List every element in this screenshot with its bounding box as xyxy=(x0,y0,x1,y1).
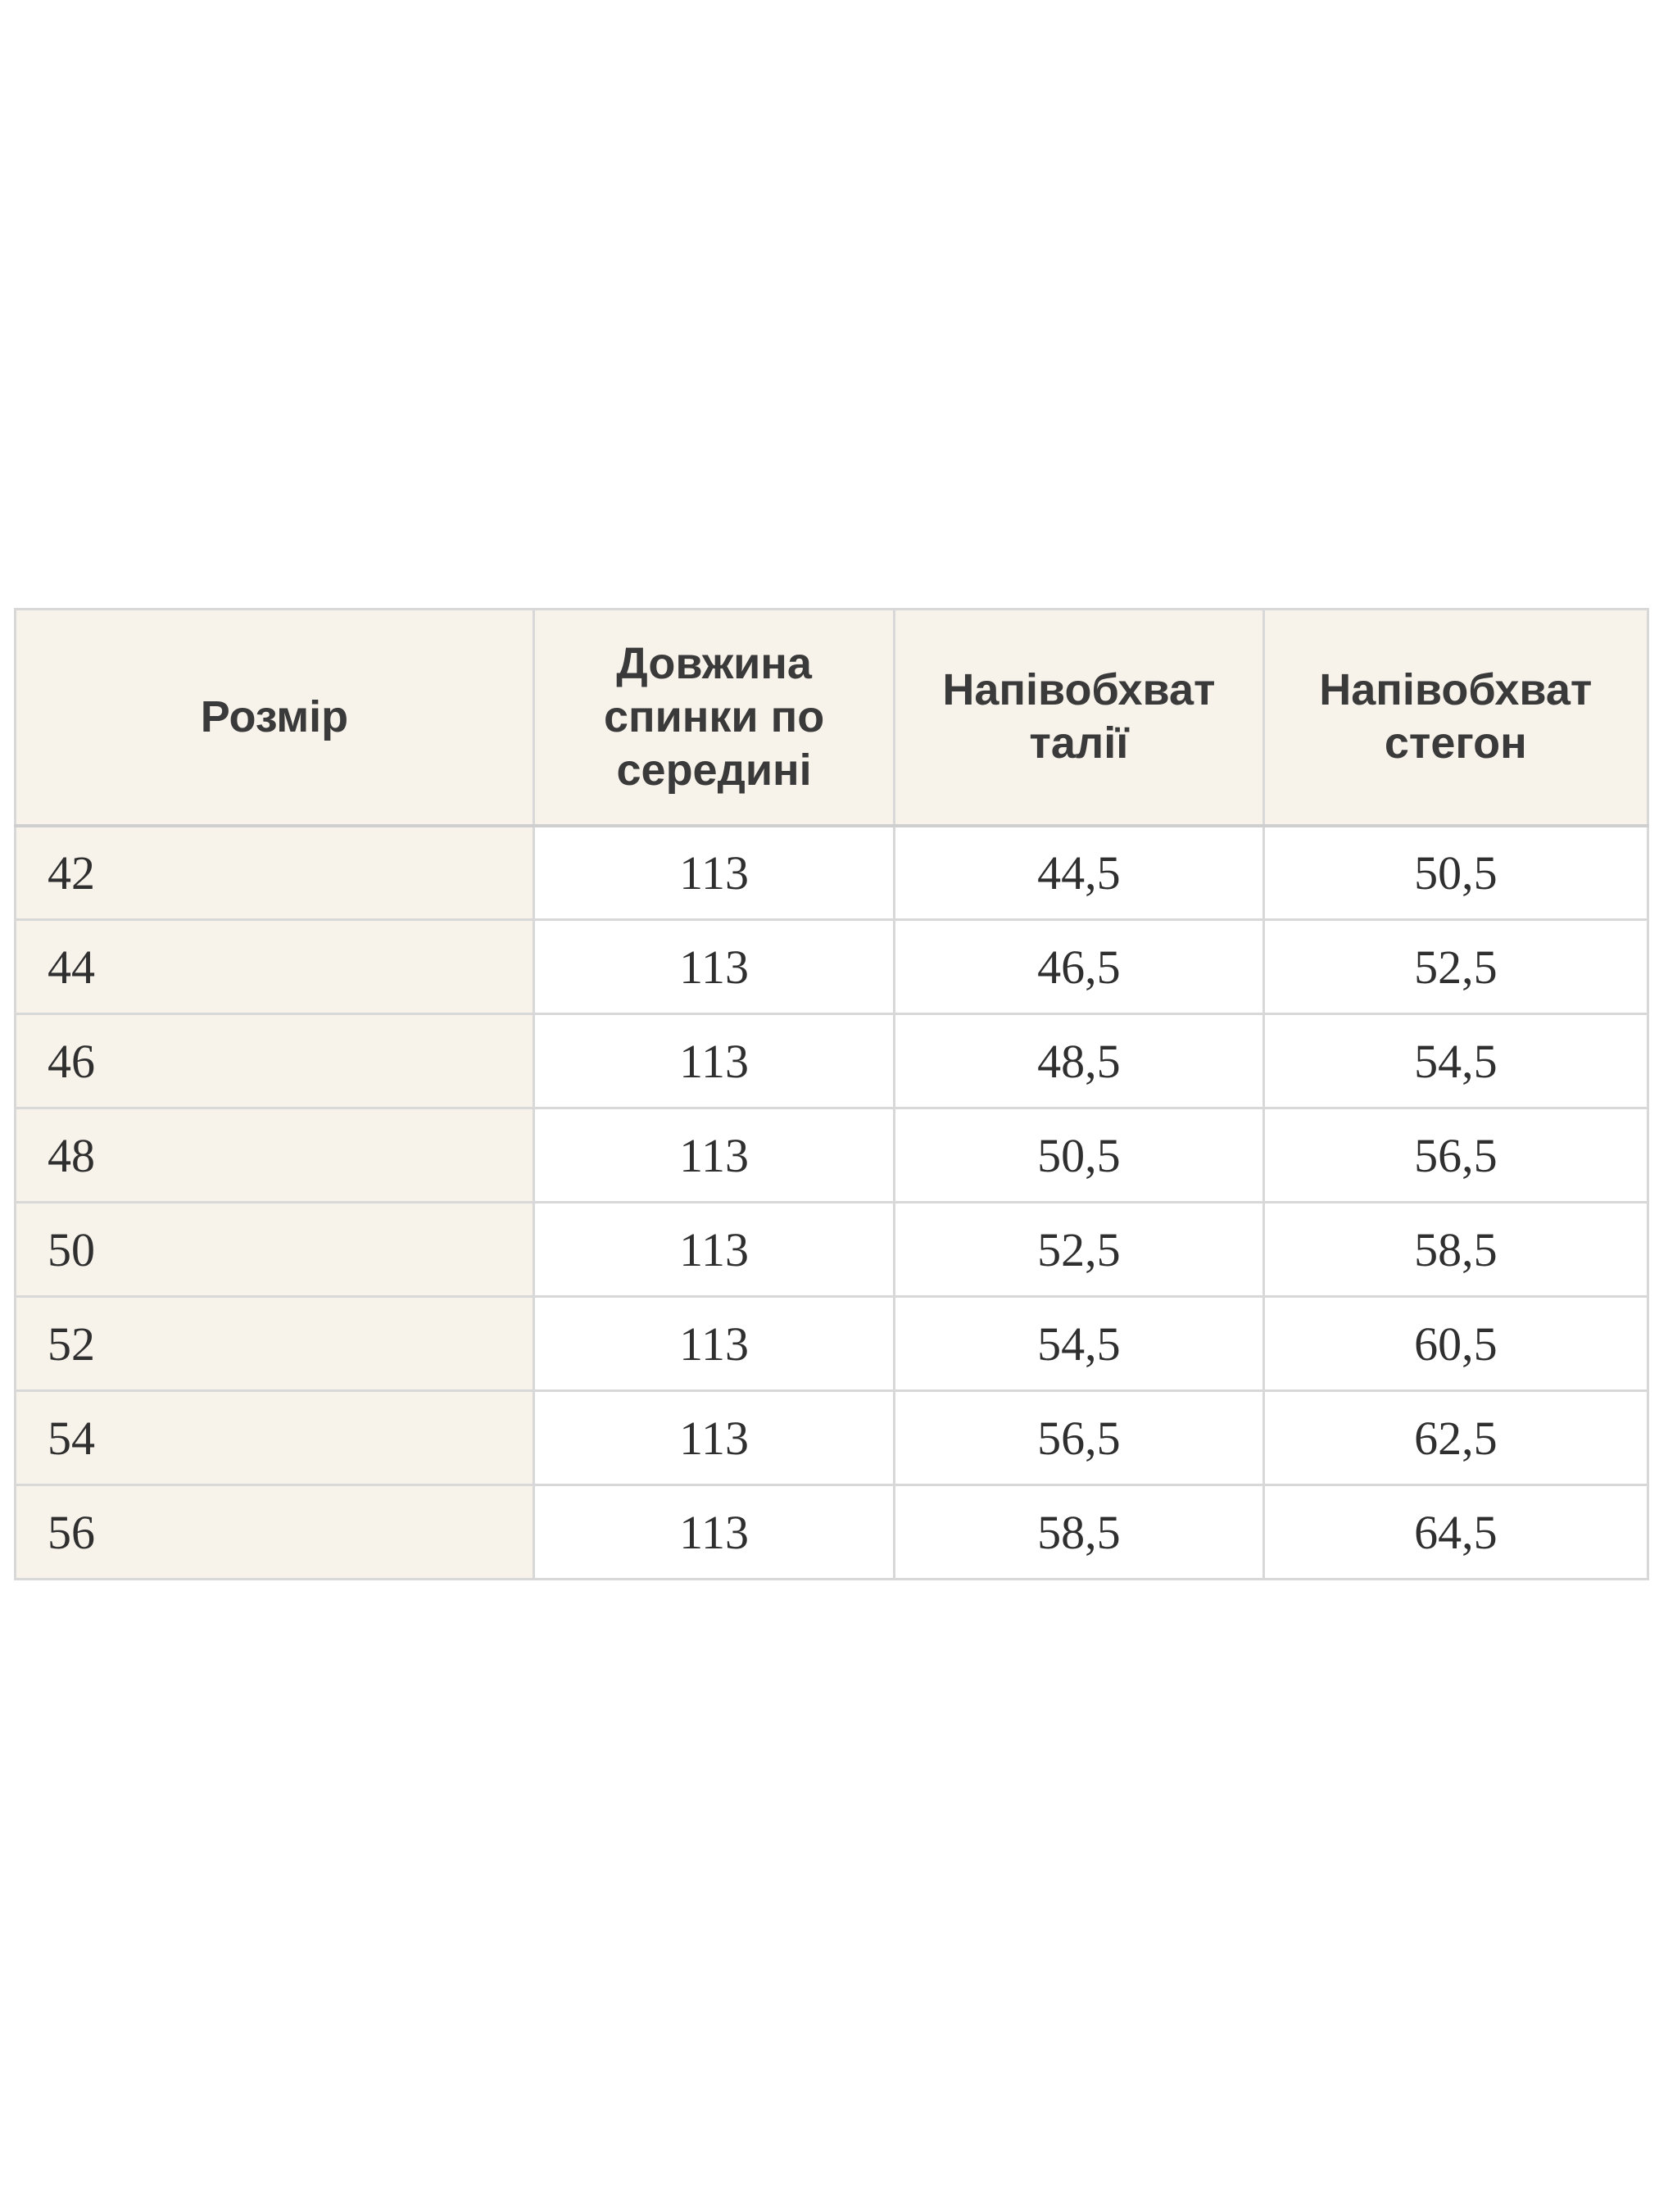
header-cell-half-hips: Напівобхват стегон xyxy=(1262,608,1650,827)
cell-size: 50 xyxy=(14,1201,535,1298)
cell-half-hips: 62,5 xyxy=(1262,1389,1650,1486)
header-cell-half-waist: Напівобхват талії xyxy=(893,608,1265,827)
cell-size: 44 xyxy=(14,918,535,1015)
cell-back-length: 113 xyxy=(532,1484,896,1580)
header-cell-back-length: Довжина спинки по середині xyxy=(532,608,896,827)
cell-size: 52 xyxy=(14,1295,535,1392)
table-row: 42 113 44,5 50,5 xyxy=(14,824,1650,921)
cell-half-waist: 48,5 xyxy=(893,1013,1265,1109)
cell-back-length: 113 xyxy=(532,1389,896,1486)
cell-size: 48 xyxy=(14,1107,535,1203)
cell-size: 42 xyxy=(14,824,535,921)
cell-half-hips: 64,5 xyxy=(1262,1484,1650,1580)
cell-half-waist: 52,5 xyxy=(893,1201,1265,1298)
cell-size: 54 xyxy=(14,1389,535,1486)
cell-half-waist: 44,5 xyxy=(893,824,1265,921)
cell-back-length: 113 xyxy=(532,1013,896,1109)
cell-back-length: 113 xyxy=(532,824,896,921)
cell-back-length: 113 xyxy=(532,1201,896,1298)
cell-half-waist: 58,5 xyxy=(893,1484,1265,1580)
table-row: 48 113 50,5 56,5 xyxy=(14,1107,1650,1203)
cell-half-hips: 52,5 xyxy=(1262,918,1650,1015)
size-chart-table: Розмір Довжина спинки по середині Напіво… xyxy=(14,608,1650,1580)
cell-size: 56 xyxy=(14,1484,535,1580)
cell-back-length: 113 xyxy=(532,918,896,1015)
table-row: 52 113 54,5 60,5 xyxy=(14,1295,1650,1392)
table-row: 44 113 46,5 52,5 xyxy=(14,918,1650,1015)
table-row: 46 113 48,5 54,5 xyxy=(14,1013,1650,1109)
cell-half-waist: 50,5 xyxy=(893,1107,1265,1203)
header-row: Розмір Довжина спинки по середині Напіво… xyxy=(14,608,1650,827)
cell-size: 46 xyxy=(14,1013,535,1109)
table-row: 50 113 52,5 58,5 xyxy=(14,1201,1650,1298)
cell-half-hips: 58,5 xyxy=(1262,1201,1650,1298)
cell-half-hips: 50,5 xyxy=(1262,824,1650,921)
cell-back-length: 113 xyxy=(532,1295,896,1392)
cell-half-hips: 54,5 xyxy=(1262,1013,1650,1109)
cell-half-waist: 46,5 xyxy=(893,918,1265,1015)
table-row: 54 113 56,5 62,5 xyxy=(14,1389,1650,1486)
table-row: 56 113 58,5 64,5 xyxy=(14,1484,1650,1580)
cell-back-length: 113 xyxy=(532,1107,896,1203)
header-cell-size: Розмір xyxy=(14,608,535,827)
cell-half-hips: 60,5 xyxy=(1262,1295,1650,1392)
cell-half-waist: 56,5 xyxy=(893,1389,1265,1486)
cell-half-hips: 56,5 xyxy=(1262,1107,1650,1203)
cell-half-waist: 54,5 xyxy=(893,1295,1265,1392)
